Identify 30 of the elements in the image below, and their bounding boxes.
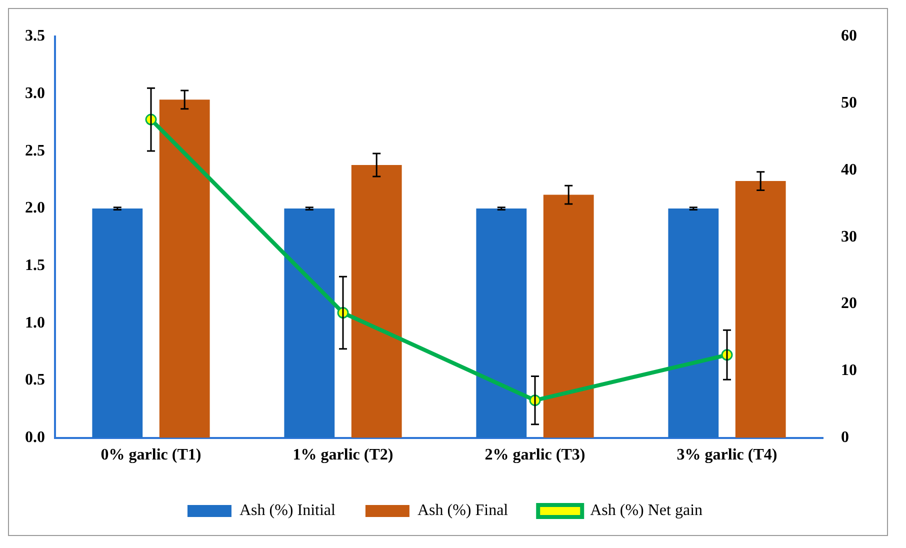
x-tick-label: 1% garlic (T2)	[292, 446, 394, 464]
bar	[668, 208, 719, 438]
y2-tick-label: 0	[841, 428, 849, 446]
y-tick-label: 2.5	[25, 142, 45, 160]
y-tick-label: 3.5	[25, 28, 45, 45]
bar	[543, 194, 594, 438]
legend-label: Ash (%) Net gain	[590, 502, 703, 520]
y2-tick-label: 50	[841, 94, 857, 112]
y2-tick-label: 30	[841, 228, 857, 246]
y2-tick-label: 10	[841, 362, 857, 380]
y2-tick-label: 60	[841, 28, 857, 45]
y-tick-label: 0.0	[25, 428, 45, 446]
x-tick-label: 3% garlic (T4)	[676, 446, 778, 464]
y-tick-label: 1.0	[25, 314, 45, 332]
bar	[476, 208, 527, 438]
y2-tick-label: 20	[841, 295, 857, 312]
y-tick-label: 3.0	[25, 85, 45, 102]
y-tick-label: 0.5	[25, 372, 45, 389]
x-tick-label: 0% garlic (T1)	[100, 446, 202, 464]
bar	[735, 181, 786, 438]
legend-label: Ash (%) Final	[417, 502, 509, 520]
legend-label: Ash (%) Initial	[239, 502, 336, 520]
x-tick-label: 2% garlic (T3)	[484, 446, 586, 464]
y-tick-label: 1.5	[25, 257, 45, 274]
y2-tick-label: 40	[841, 161, 857, 178]
bar	[351, 164, 402, 438]
bar	[159, 100, 210, 438]
bar	[284, 208, 335, 438]
bar	[92, 208, 143, 438]
y-tick-label: 2.0	[25, 200, 45, 217]
